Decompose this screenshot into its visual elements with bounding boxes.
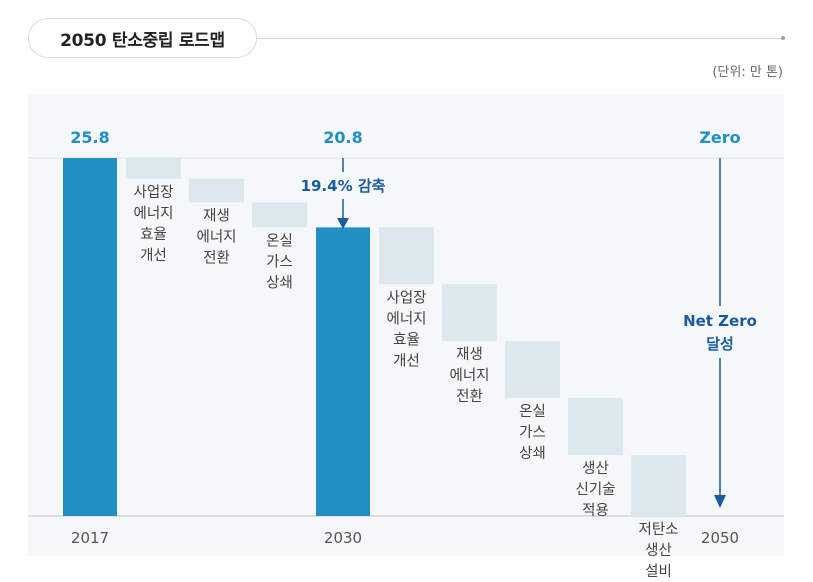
step-block-4	[379, 227, 434, 285]
value-label-2050: Zero	[699, 128, 740, 147]
net-zero-arrow-head	[714, 495, 726, 508]
step-label-4: 효율	[393, 332, 420, 348]
step-label-4: 개선	[393, 352, 420, 369]
value-label-2017: 25.8	[70, 128, 109, 147]
step-label-1: 개선	[140, 247, 167, 264]
tick-label-2017: 2017	[71, 529, 109, 547]
unit-label: (단위: 만 톤)	[712, 65, 783, 80]
value-label-2030: 20.8	[323, 128, 362, 147]
tick-label-2050: 2050	[701, 529, 739, 547]
title-divider-dot	[781, 36, 785, 40]
step-block-2	[189, 178, 244, 203]
step-label-7: 적용	[582, 502, 609, 519]
bar-2030	[316, 227, 370, 516]
step-label-3: 상쇄	[266, 274, 293, 291]
step-label-4: 에너지	[386, 310, 426, 327]
tick-label-2030: 2030	[324, 529, 362, 547]
step-label-2: 에너지	[196, 228, 236, 245]
step-label-1: 에너지	[133, 205, 173, 222]
title-divider	[257, 38, 783, 39]
step-label-6: 온실	[519, 403, 546, 420]
step-label-1: 사업장	[133, 184, 173, 201]
reduction-arrow-head	[337, 218, 349, 229]
goal-annotation-line-2: 달성	[706, 335, 734, 353]
step-block-6	[505, 341, 560, 399]
step-block-5	[442, 284, 497, 342]
step-label-1: 효율	[140, 227, 167, 243]
step-label-6: 상쇄	[519, 445, 546, 462]
step-label-7: 신기술	[575, 481, 615, 498]
step-label-8: 생산	[645, 542, 672, 559]
step-label-4: 사업장	[386, 289, 426, 306]
step-block-7	[568, 398, 623, 455]
step-label-2: 재생	[203, 207, 230, 224]
reduction-annotation: 19.4% 감축	[301, 177, 386, 195]
page-title: 2050 탄소중립 로드맵	[28, 18, 257, 58]
step-label-7: 생산	[582, 460, 609, 477]
step-label-5: 전환	[456, 388, 483, 405]
step-label-5: 에너지	[449, 367, 489, 384]
step-label-8: 설비	[645, 563, 672, 580]
step-label-3: 가스	[266, 253, 293, 270]
step-label-6: 가스	[519, 424, 546, 441]
step-label-8: 저탄소	[638, 521, 678, 538]
goal-annotation-line-1: Net Zero	[683, 312, 757, 330]
step-label-5: 재생	[456, 346, 483, 363]
step-label-2: 전환	[203, 249, 230, 266]
step-label-3: 온실	[266, 232, 293, 249]
step-block-3	[252, 202, 307, 228]
bar-2017	[63, 158, 117, 516]
step-block-8	[631, 454, 686, 516]
step-block-1	[126, 158, 181, 179]
